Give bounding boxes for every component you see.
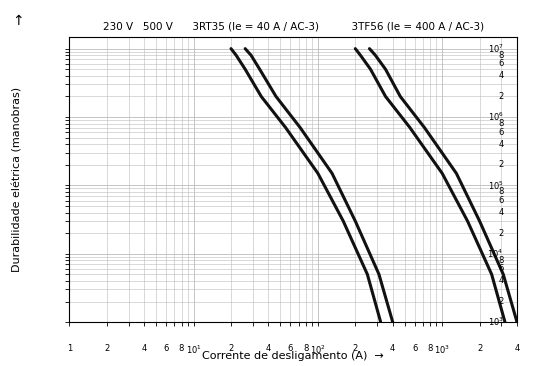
Text: 4: 4 [498,140,504,149]
Text: 2: 2 [353,344,358,353]
Text: 4: 4 [498,276,504,285]
Text: 6: 6 [288,344,293,353]
Text: 8: 8 [179,344,184,353]
Text: 4: 4 [498,71,504,81]
Text: 6: 6 [412,344,417,353]
Text: 8: 8 [498,119,504,128]
Text: 6: 6 [498,59,504,68]
Text: 4: 4 [266,344,271,353]
Text: 8: 8 [303,344,309,353]
Text: 4: 4 [498,208,504,217]
Text: 4: 4 [390,344,395,353]
Text: 4: 4 [141,344,147,353]
Text: 2: 2 [498,297,504,306]
Text: 6: 6 [163,344,169,353]
Text: 2: 2 [498,229,504,238]
Text: 2: 2 [228,344,233,353]
Text: 10$^7$: 10$^7$ [488,42,504,55]
Text: 1: 1 [67,344,72,353]
Text: 10$^5$: 10$^5$ [488,179,504,191]
Text: 6: 6 [498,128,504,137]
Text: ↑: ↑ [12,14,23,28]
Text: 2: 2 [104,344,109,353]
Text: 2: 2 [498,92,504,101]
Text: 10$^3$: 10$^3$ [488,316,504,328]
Text: 2: 2 [477,344,482,353]
Text: 10$^3$: 10$^3$ [434,344,450,356]
Text: 8: 8 [427,344,433,353]
Text: 8: 8 [498,256,504,265]
Text: 2: 2 [498,160,504,169]
Text: 10$^6$: 10$^6$ [488,111,504,123]
Text: 8: 8 [498,187,504,197]
Text: 10$^4$: 10$^4$ [487,247,504,260]
Text: 4: 4 [514,344,520,353]
Text: 10$^2$: 10$^2$ [310,344,326,356]
Text: 6: 6 [498,196,504,205]
Text: 10$^1$: 10$^1$ [185,344,201,356]
Text: 6: 6 [498,264,504,273]
Text: Durabilidade elétrica (manobras): Durabilidade elétrica (manobras) [13,87,23,272]
Text: Corrente de desligamento (A)  →: Corrente de desligamento (A) → [203,351,384,361]
Text: 8: 8 [498,51,504,60]
Title: 230 V   500 V      3RT35 (Ie = 40 A / AC-3)          3TF56 (Ie = 400 A / AC-3): 230 V 500 V 3RT35 (Ie = 40 A / AC-3) 3TF… [102,22,484,31]
